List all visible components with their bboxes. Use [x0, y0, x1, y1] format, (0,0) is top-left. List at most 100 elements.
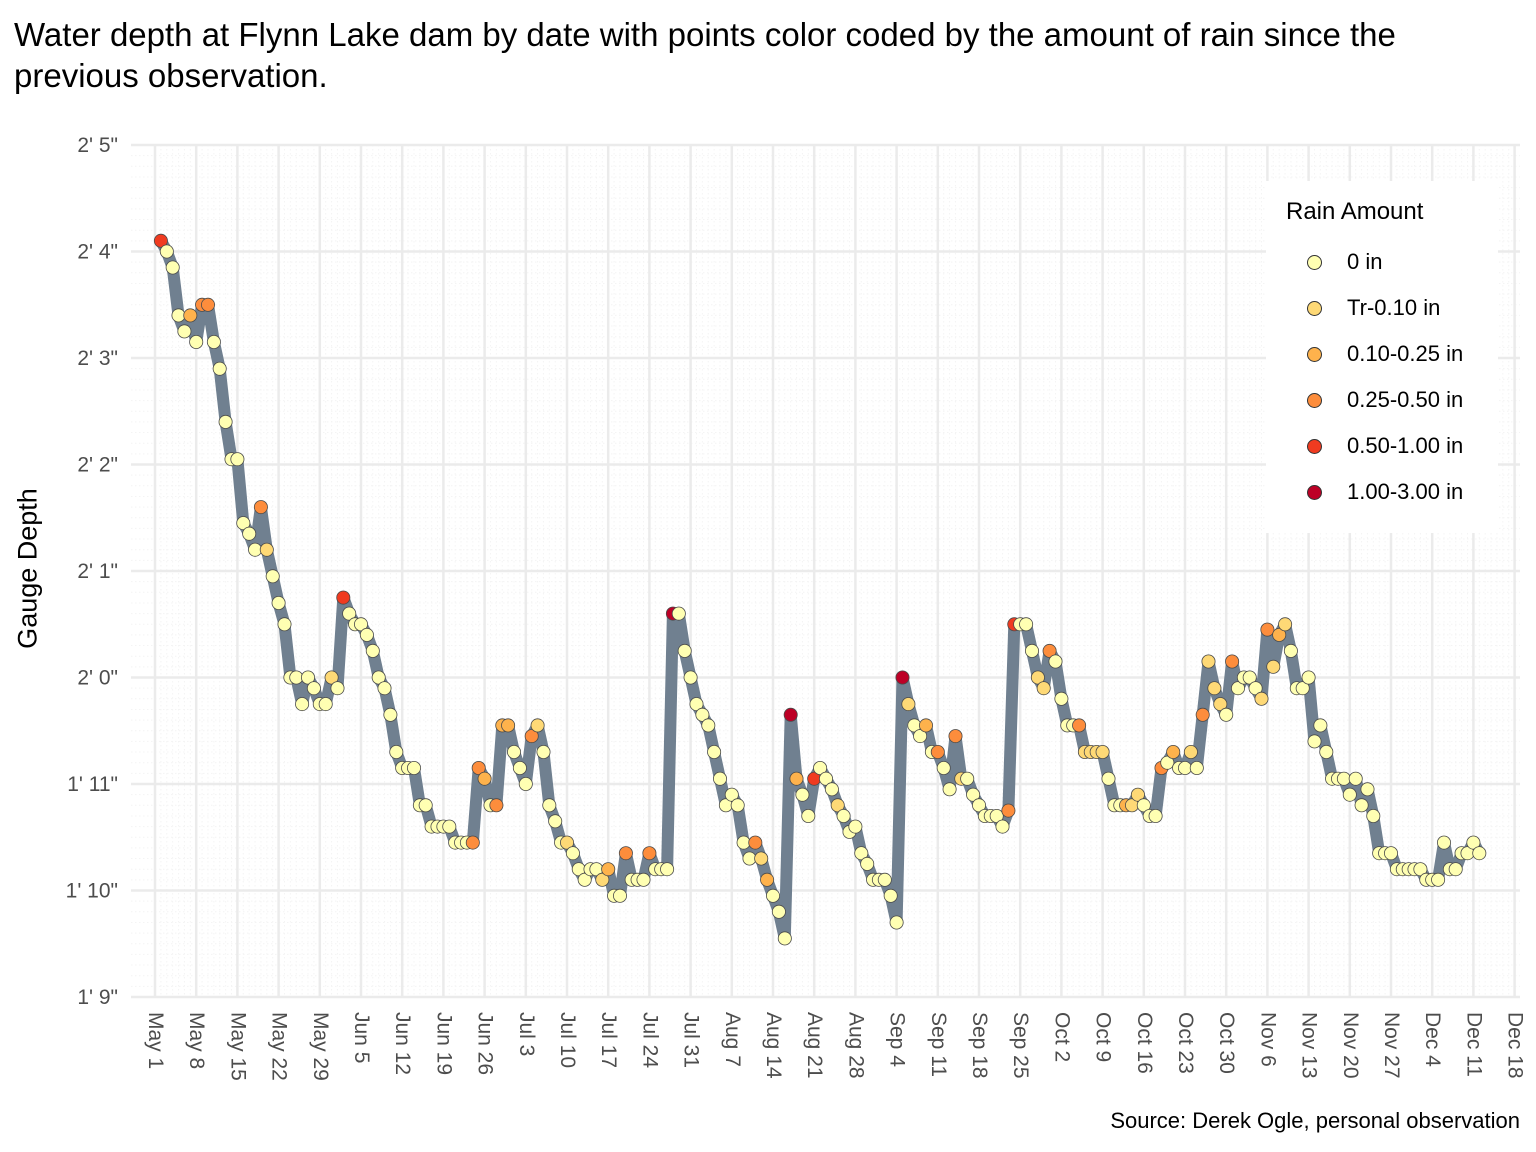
data-point [1030, 670, 1045, 685]
x-tick-label: Nov 13 [1298, 1012, 1321, 1079]
data-point [777, 931, 792, 946]
data-point [542, 798, 557, 813]
data-point [153, 233, 168, 248]
data-point [972, 798, 987, 813]
data-point [1307, 734, 1322, 749]
data-point [165, 260, 180, 275]
data-point [819, 771, 834, 786]
data-point [230, 452, 245, 467]
y-tick-label: 2' 1" [77, 560, 118, 583]
x-tick-label: May 8 [185, 1012, 208, 1069]
data-point [736, 835, 751, 850]
x-tick-label: Aug 21 [803, 1012, 826, 1079]
data-point [1313, 718, 1328, 733]
x-tick-label: Nov 20 [1339, 1012, 1362, 1079]
data-point [1348, 771, 1363, 786]
data-point [642, 846, 657, 861]
x-tick-label: Dec 4 [1421, 1012, 1444, 1067]
x-tick-label: May 1 [144, 1012, 167, 1069]
data-point [601, 862, 616, 877]
legend-label-trace: Tr-0.10 in [1347, 295, 1441, 320]
data-point [813, 761, 828, 776]
x-tick-label: Jul 10 [556, 1012, 579, 1068]
data-point [1166, 745, 1181, 760]
legend-item-050-100: 0.50-1.00 in [1286, 424, 1496, 470]
data-point [836, 809, 851, 824]
data-point [683, 670, 698, 685]
data-point [336, 590, 351, 605]
data-point [1366, 809, 1381, 824]
data-point [1178, 761, 1193, 776]
data-point [353, 617, 368, 632]
data-point [701, 718, 716, 733]
data-point [1360, 782, 1375, 797]
data-point [660, 862, 675, 877]
legend-swatch-050-100 [1307, 439, 1322, 454]
chart-title: Water depth at Flynn Lake dam by date wi… [14, 16, 1396, 94]
data-point [1413, 862, 1428, 877]
x-tick-label: Oct 9 [1092, 1012, 1115, 1062]
data-point [1448, 862, 1463, 877]
data-point [830, 798, 845, 813]
data-point [1072, 718, 1087, 733]
x-tick-label: Jul 31 [680, 1012, 703, 1068]
data-point [530, 718, 545, 733]
data-point [1336, 771, 1351, 786]
legend-item-010-025: 0.10-0.25 in [1286, 332, 1496, 378]
data-point [1219, 707, 1234, 722]
legend-swatch-0in [1307, 255, 1322, 270]
data-point [1201, 654, 1216, 669]
data-point [1207, 681, 1222, 696]
data-point [1019, 617, 1034, 632]
data-point [966, 787, 981, 802]
data-point [1160, 755, 1175, 770]
data-point [1431, 872, 1446, 887]
x-tick-label: Aug 14 [762, 1012, 785, 1079]
data-point [824, 782, 839, 797]
data-point [930, 745, 945, 760]
legend-label-050-100: 0.50-1.00 in [1347, 433, 1464, 458]
data-point [159, 244, 174, 259]
data-point [560, 835, 575, 850]
legend-item-trace: Tr-0.10 in [1286, 286, 1496, 332]
data-point [1048, 654, 1063, 669]
data-point [295, 697, 310, 712]
x-axis-ticks: May 1 May 8 May 15 May 22 May 29 Jun 5 Jun 12 J… [144, 1012, 1527, 1081]
data-point [801, 809, 816, 824]
data-point [300, 670, 315, 685]
legend-item-025-050: 0.25-0.50 in [1286, 378, 1496, 424]
data-point [1148, 809, 1163, 824]
data-point [1437, 835, 1452, 850]
data-point [377, 681, 392, 696]
data-point [242, 526, 257, 541]
x-tick-label: Oct 23 [1174, 1012, 1197, 1074]
x-tick-label: May 22 [268, 1012, 291, 1081]
data-point [795, 787, 810, 802]
data-point [271, 596, 286, 611]
data-point [206, 334, 221, 349]
data-point [1001, 803, 1016, 818]
data-point [713, 771, 728, 786]
data-point [760, 872, 775, 887]
data-point [389, 745, 404, 760]
x-tick-label: Nov 6 [1256, 1012, 1279, 1067]
data-point [1283, 643, 1298, 658]
data-point [936, 761, 951, 776]
data-point [895, 670, 910, 685]
data-point [1266, 659, 1281, 674]
data-point [1042, 643, 1057, 658]
data-point [318, 697, 333, 712]
data-point [707, 745, 722, 760]
data-point [1183, 745, 1198, 760]
x-tick-label: Jun 26 [474, 1012, 497, 1075]
data-point [565, 846, 580, 861]
data-point [359, 627, 374, 642]
data-point [1101, 771, 1116, 786]
data-point [548, 814, 563, 829]
data-point [512, 761, 527, 776]
data-point [1384, 846, 1399, 861]
data-point [1278, 617, 1293, 632]
data-point [236, 516, 251, 531]
data-point [1130, 787, 1145, 802]
data-point [212, 361, 227, 376]
